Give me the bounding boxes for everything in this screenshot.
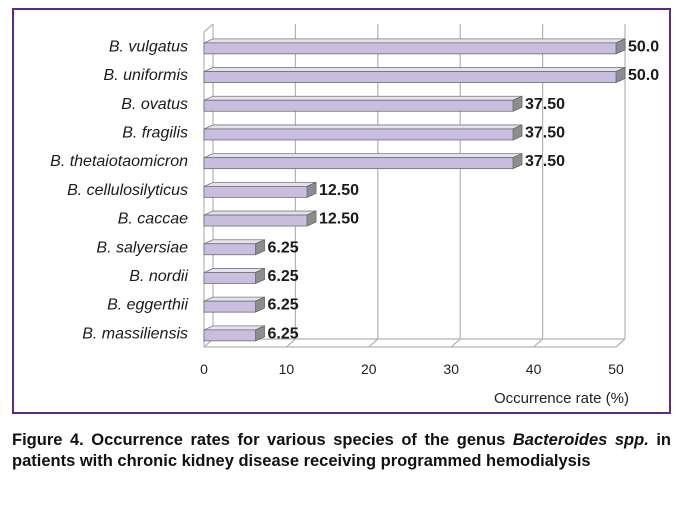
x-tick-label: 20 bbox=[361, 361, 377, 377]
category-label: B. nordii bbox=[129, 268, 188, 285]
caption-suffix: in patients with chronic kidney disease … bbox=[12, 431, 671, 470]
floor-line-40 bbox=[533, 338, 543, 348]
data-label: 6.25 bbox=[268, 239, 299, 256]
floor-line-30 bbox=[450, 338, 461, 348]
bar-front bbox=[203, 99, 514, 112]
floor-line-20 bbox=[368, 338, 379, 348]
bar bbox=[203, 153, 523, 170]
bar-top bbox=[203, 95, 523, 101]
bar-front bbox=[203, 214, 308, 227]
caption-italic: Bacteroides spp. bbox=[512, 431, 649, 449]
bar bbox=[203, 210, 317, 227]
data-label: 50.0 bbox=[628, 38, 659, 55]
data-label: 12.50 bbox=[319, 211, 359, 228]
floor-line-10 bbox=[286, 338, 296, 348]
data-label: 6.25 bbox=[268, 268, 299, 285]
x-tick-label: 10 bbox=[279, 361, 295, 377]
bar bbox=[203, 239, 265, 256]
bar-top bbox=[203, 124, 523, 130]
data-label: 37.50 bbox=[525, 153, 565, 170]
category-label: B. fragilis bbox=[122, 124, 188, 141]
x-tick-label: 0 bbox=[200, 361, 208, 377]
data-label: 6.25 bbox=[268, 325, 299, 342]
bar-chart: 0 10 20 30 40 50 B. vulgatus 50.0 B. uniformis 50… bbox=[50, 23, 659, 407]
bar-top bbox=[203, 296, 265, 302]
figure-caption: Figure 4. Occurrence rates for various s… bbox=[12, 430, 671, 472]
data-label: 37.50 bbox=[525, 96, 565, 113]
bar bbox=[203, 38, 626, 55]
data-label: 37.50 bbox=[525, 124, 565, 141]
category-label: B. caccae bbox=[118, 211, 188, 228]
bar-front bbox=[203, 243, 256, 256]
category-label: B. uniformis bbox=[104, 67, 188, 84]
bar-front bbox=[203, 71, 617, 83]
x-tick-label: 30 bbox=[443, 361, 459, 377]
bar-front bbox=[203, 329, 256, 342]
bar-front bbox=[203, 272, 256, 284]
category-label: B. vulgatus bbox=[109, 38, 188, 55]
data-label: 6.25 bbox=[268, 297, 299, 314]
bar-top bbox=[203, 210, 317, 216]
caption-prefix: Figure 4. Occurrence rates for various s… bbox=[12, 431, 513, 449]
category-label: B. thetaiotaomicron bbox=[50, 153, 188, 170]
bar-top bbox=[203, 268, 265, 273]
bar bbox=[203, 95, 523, 112]
category-label: B. cellulosilyticus bbox=[67, 182, 188, 199]
category-label: B. salyersiae bbox=[96, 239, 188, 256]
data-label: 12.50 bbox=[319, 182, 359, 199]
bar-top bbox=[203, 239, 265, 245]
bar-front bbox=[203, 300, 256, 313]
x-tick-label: 40 bbox=[526, 361, 542, 377]
category-label: B. massiliensis bbox=[82, 325, 188, 342]
bar bbox=[203, 66, 626, 84]
bar-top bbox=[203, 153, 523, 159]
bar bbox=[203, 124, 523, 141]
bar-front bbox=[203, 157, 514, 170]
category-label: B. eggerthii bbox=[107, 297, 188, 314]
x-axis-label: Occurrence rate (%) bbox=[494, 390, 629, 407]
left-wall-top-edge bbox=[203, 23, 214, 33]
bar bbox=[203, 181, 317, 198]
bar bbox=[203, 267, 265, 285]
bar-top bbox=[203, 38, 626, 44]
data-label: 50.0 bbox=[628, 67, 659, 84]
bar-top bbox=[203, 181, 317, 187]
category-label: B. ovatus bbox=[121, 96, 188, 113]
bar-top bbox=[203, 325, 265, 331]
bar-front bbox=[203, 42, 617, 55]
x-tick-label: 50 bbox=[608, 361, 624, 377]
bar-front bbox=[203, 128, 514, 141]
bar-front bbox=[203, 185, 308, 198]
bar bbox=[203, 296, 265, 313]
bar bbox=[203, 325, 265, 342]
floor-line-50 bbox=[615, 338, 626, 348]
bar-top bbox=[203, 67, 626, 72]
